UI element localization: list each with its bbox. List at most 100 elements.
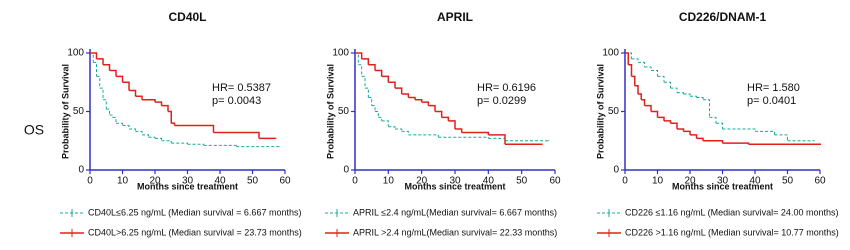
survival-step	[148, 136, 156, 139]
survival-step	[187, 143, 205, 146]
survival-step	[106, 108, 110, 116]
survival-step	[651, 70, 658, 77]
survival-step	[631, 58, 639, 63]
survival-step	[112, 116, 117, 124]
survival-step	[638, 93, 642, 100]
y-tick-label: 100	[602, 48, 619, 59]
y-tick-label: 0	[613, 165, 619, 176]
survival-step	[722, 128, 756, 132]
survival-step	[677, 92, 684, 94]
survival-step	[448, 120, 456, 130]
survival-step	[657, 75, 665, 83]
survival-step	[683, 130, 691, 135]
survival-step	[116, 122, 123, 126]
x-tick-label: 50	[782, 176, 794, 187]
survival-step	[401, 93, 410, 98]
survival-step	[488, 134, 506, 145]
x-axis-label: Months since treatment	[404, 181, 505, 191]
chart-title: CD226/DNAM-1	[679, 10, 767, 24]
survival-step	[103, 99, 107, 110]
annotation: p= 0.0043	[212, 95, 261, 107]
y-tick-label: 0	[78, 165, 84, 176]
survival-step	[361, 75, 366, 89]
survival-step	[638, 61, 645, 68]
x-tick-label: 60	[814, 176, 826, 187]
x-tick-label: 50	[516, 176, 528, 187]
survival-step	[716, 122, 723, 130]
survival-step	[168, 110, 172, 124]
x-tick-label: 10	[652, 176, 664, 187]
survival-step	[644, 66, 652, 71]
legend-label: APRIL ≤2.4 ng/mL(Median survival= 6.667 …	[353, 207, 557, 217]
x-axis-label: Months since treatment	[672, 181, 773, 191]
survival-step	[696, 137, 704, 141]
survival-step	[644, 104, 652, 112]
x-tick-label: 40	[214, 176, 226, 187]
survival-step	[96, 75, 101, 89]
survival-step	[155, 101, 163, 106]
survival-step	[628, 63, 633, 77]
annotation: HR= 1.580	[747, 82, 800, 94]
survival-step	[171, 122, 176, 126]
survival-step	[174, 124, 215, 133]
survival-step	[415, 99, 423, 103]
annotation: p= 0.0299	[477, 95, 526, 107]
y-tick-label: 50	[338, 106, 350, 117]
x-tick-label: 20	[684, 176, 696, 187]
survival-step	[455, 128, 463, 133]
survival-step	[375, 69, 383, 77]
survival-step	[361, 58, 370, 65]
y-axis-label: Probability of Survival	[60, 64, 70, 159]
survival-step	[378, 116, 383, 121]
survival-step	[755, 130, 775, 135]
survival-step	[365, 87, 369, 98]
annotation: HR= 0.6196	[477, 82, 536, 94]
survival-step	[774, 134, 788, 141]
survival-step	[441, 116, 450, 121]
survival-step	[135, 95, 143, 100]
survival-step	[461, 131, 490, 135]
survival-step	[664, 120, 672, 124]
survival-step	[657, 116, 665, 121]
survival-step	[116, 75, 124, 83]
survival-step	[722, 142, 750, 145]
survival-step	[670, 87, 678, 93]
survival-step	[670, 122, 678, 130]
survival-step	[213, 131, 260, 139]
survival-step	[677, 128, 685, 132]
survival-step	[408, 96, 416, 100]
survival-step	[395, 128, 403, 132]
survival-step	[381, 75, 390, 83]
survival-step	[435, 110, 443, 118]
x-tick-label: 0	[87, 176, 93, 187]
survival-step	[381, 120, 389, 127]
x-tick-label: 10	[383, 176, 395, 187]
y-tick-label: 50	[73, 106, 85, 117]
survival-step	[651, 110, 659, 118]
survival-step	[371, 105, 376, 112]
survival-step	[625, 52, 629, 65]
survival-step	[161, 104, 169, 112]
survival-step	[142, 99, 156, 103]
survival-step	[142, 134, 149, 138]
survival-step	[161, 140, 172, 144]
survival-step	[129, 128, 136, 132]
x-tick-label: 0	[622, 176, 628, 187]
x-tick-label: 40	[749, 176, 761, 187]
survival-step	[93, 61, 97, 77]
survival-step	[709, 116, 717, 124]
x-tick-label: 40	[483, 176, 495, 187]
survival-step	[395, 87, 403, 94]
survival-step	[135, 130, 143, 135]
survival-step	[703, 99, 710, 118]
y-axis-label: Probability of Survival	[325, 64, 335, 159]
y-tick-label: 100	[67, 48, 84, 59]
survival-step	[122, 81, 130, 91]
survival-step	[703, 140, 724, 144]
survival-step	[203, 144, 237, 147]
survival-step	[355, 52, 363, 59]
x-tick-label: 30	[182, 176, 194, 187]
survival-step	[428, 104, 436, 112]
x-axis-label: Months since treatment	[137, 181, 238, 191]
y-tick-label: 0	[343, 165, 349, 176]
